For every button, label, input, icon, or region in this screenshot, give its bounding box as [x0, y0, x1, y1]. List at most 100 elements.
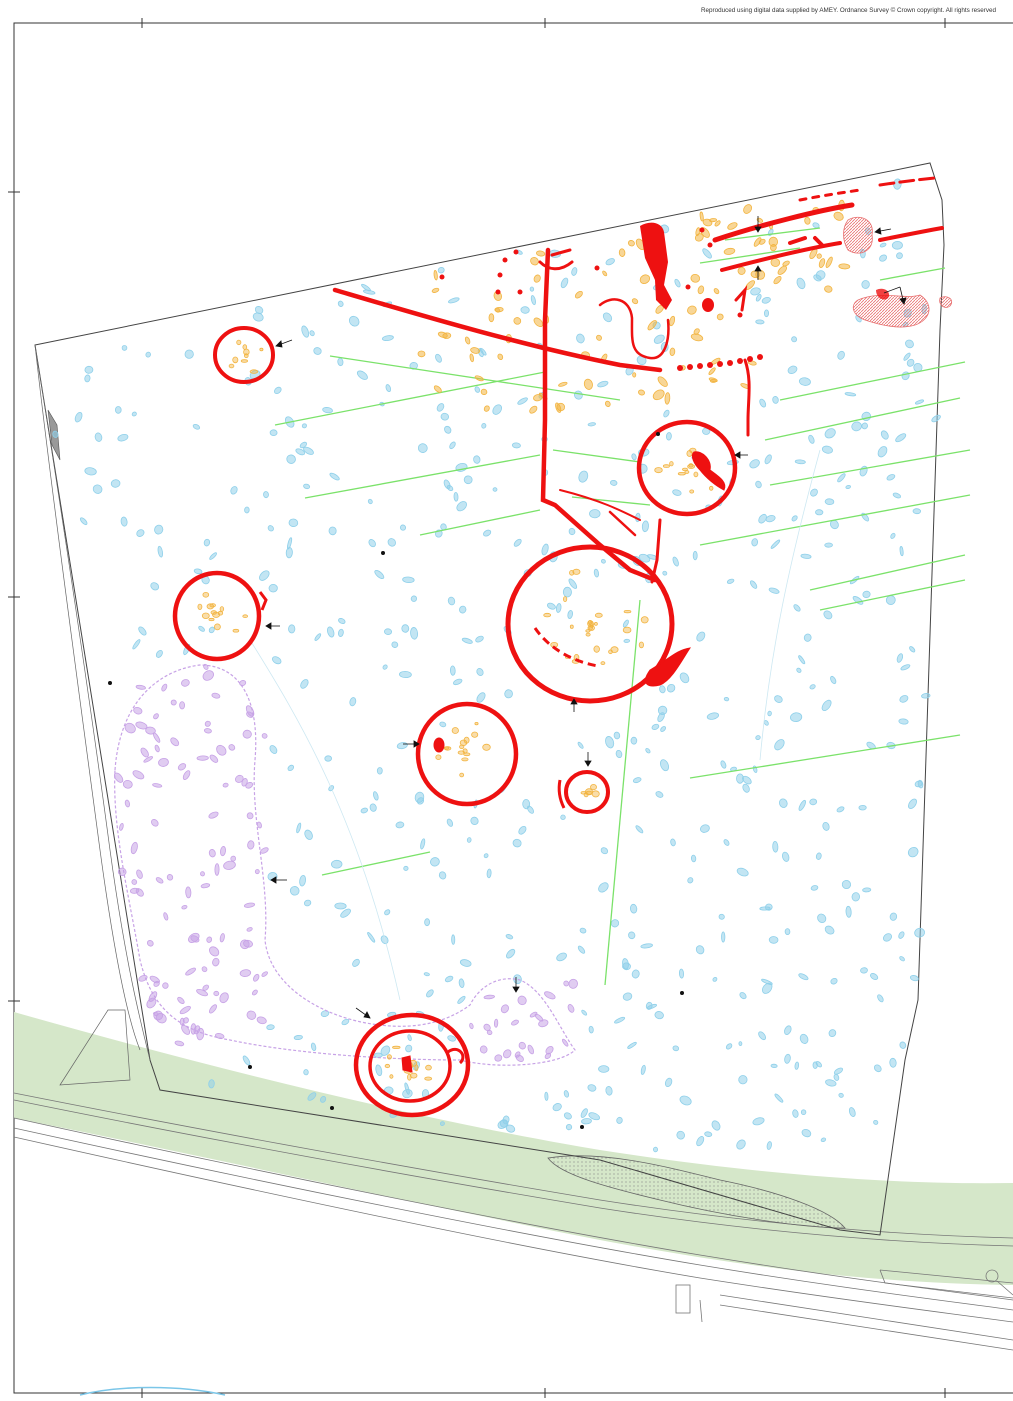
pit [459, 739, 468, 746]
pit [889, 912, 898, 921]
pit [845, 905, 852, 918]
pit [890, 532, 896, 539]
pit [502, 1115, 510, 1125]
pit [600, 559, 606, 564]
pit [711, 1120, 721, 1131]
pit [223, 860, 236, 870]
pit [883, 933, 892, 942]
pit [249, 369, 259, 374]
pit [337, 357, 344, 367]
pit [767, 228, 774, 237]
pit [660, 726, 666, 732]
pit [725, 1043, 733, 1050]
pit [512, 838, 522, 848]
pit [873, 1119, 879, 1125]
pit [824, 542, 833, 548]
pit [234, 774, 244, 783]
pit [303, 483, 311, 490]
boundary-sw-wedge [59, 1009, 131, 1086]
pit [219, 992, 229, 1004]
pit [605, 1086, 613, 1096]
pit [708, 367, 716, 375]
pit [322, 407, 333, 414]
pit [245, 782, 254, 789]
pit [556, 952, 567, 962]
pit [200, 883, 211, 889]
pit [110, 479, 121, 488]
pit [239, 680, 247, 686]
pit [497, 353, 504, 360]
pit [203, 663, 209, 670]
pit [700, 824, 710, 833]
pit [589, 509, 601, 519]
pit [500, 1004, 509, 1014]
pit [585, 632, 591, 637]
pit [720, 760, 727, 769]
pit [655, 791, 664, 798]
pit [751, 538, 759, 547]
pit [800, 553, 812, 559]
pit [896, 252, 903, 260]
pit [463, 475, 473, 485]
pit [184, 349, 194, 359]
pit [505, 1124, 516, 1133]
pit [239, 969, 252, 977]
pit [880, 430, 889, 440]
pit [219, 933, 225, 943]
pit [657, 376, 668, 387]
pit [782, 260, 790, 267]
pit [573, 390, 583, 400]
pit [483, 1023, 491, 1032]
pit [505, 934, 514, 940]
pit [209, 552, 217, 560]
pit [820, 1137, 827, 1143]
pit [300, 679, 309, 689]
pit [157, 545, 164, 558]
pit [138, 974, 148, 982]
pit [154, 744, 160, 753]
pit [463, 736, 470, 744]
pit [736, 867, 749, 877]
pit [382, 664, 388, 670]
pit [830, 977, 838, 985]
pit [340, 908, 351, 918]
pit [193, 568, 203, 575]
pit [583, 378, 593, 390]
pit [203, 538, 211, 547]
pit [879, 242, 887, 248]
pit [232, 628, 240, 633]
pit [743, 204, 753, 214]
pit [479, 347, 487, 356]
pit [652, 1146, 659, 1153]
pit [131, 879, 138, 885]
pit [755, 735, 761, 741]
pit [662, 570, 668, 576]
pit [727, 222, 738, 230]
pointer-arrows [265, 216, 907, 1019]
pit [438, 871, 447, 880]
pit [470, 347, 481, 354]
pit [672, 1045, 680, 1052]
pit [155, 649, 163, 658]
pit [261, 733, 268, 739]
pit [158, 757, 169, 767]
pit [533, 317, 544, 328]
pit [821, 699, 832, 712]
pit [877, 994, 884, 1003]
pit [652, 389, 665, 401]
pit [793, 604, 801, 612]
pit [451, 727, 459, 734]
pit [455, 462, 468, 472]
pit [503, 1049, 512, 1059]
pit [713, 288, 720, 295]
pit [679, 1095, 692, 1106]
pit [602, 312, 613, 323]
pit [242, 1055, 251, 1066]
pit [260, 847, 269, 854]
pit [295, 448, 306, 456]
pit [208, 617, 215, 622]
pit [79, 517, 88, 526]
pit [439, 721, 447, 728]
pit [752, 1117, 765, 1126]
pit [211, 692, 221, 699]
